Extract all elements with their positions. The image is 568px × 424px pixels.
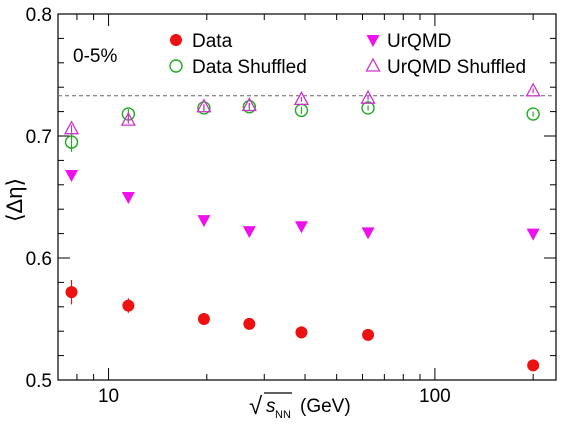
data-point	[527, 359, 540, 372]
data-point	[526, 107, 540, 121]
legend-label: Data Shuffled	[192, 57, 307, 78]
legend-marker	[169, 59, 183, 73]
data-point	[362, 328, 375, 341]
data-point	[526, 228, 540, 241]
data-point	[295, 326, 308, 339]
data-point	[242, 100, 257, 114]
data-point	[242, 226, 256, 239]
series-urqmd	[65, 170, 540, 241]
annotation-centrality: 0-5%	[73, 46, 117, 67]
x-tick-label: 10	[98, 386, 119, 407]
x-axis-label-unit: (GeV)	[300, 396, 351, 417]
data-point	[360, 89, 376, 104]
y-tick-label: 0.8	[26, 5, 52, 26]
legend-marker	[366, 35, 380, 47]
y-tick-label: 0.6	[26, 249, 52, 270]
plot-frame	[57, 13, 557, 381]
data-point	[361, 101, 375, 115]
series-urqmd-shuffled	[63, 82, 541, 135]
data-point	[65, 286, 78, 299]
x-axis-label-sqrt: √	[249, 393, 263, 420]
data-point	[361, 227, 375, 240]
legend: Data Data Shuffled UrQMD UrQMD Shuffled	[169, 31, 526, 78]
data-point	[243, 317, 256, 330]
data-point	[196, 98, 212, 113]
legend-label: UrQMD	[387, 31, 451, 52]
legend-marker	[365, 57, 381, 72]
data-point	[197, 101, 211, 115]
data-point	[197, 215, 211, 228]
legend-label: UrQMD Shuffled	[387, 57, 526, 78]
data-point	[122, 299, 135, 312]
data-point	[293, 91, 310, 106]
data-point	[63, 120, 80, 135]
x-axis-label-s: s	[266, 396, 276, 417]
data-point	[525, 82, 541, 97]
data-point	[241, 97, 257, 112]
data-point	[294, 221, 308, 234]
x-axis-label-sub: NN	[275, 409, 291, 421]
series-data	[65, 279, 540, 372]
y-tick-label: 0.7	[26, 127, 52, 148]
data-point	[120, 111, 136, 126]
x-tick-label: 100	[419, 386, 451, 407]
x-axis-label: √ s NN (GeV)	[249, 392, 351, 421]
legend-marker	[170, 34, 182, 46]
data-point	[197, 313, 210, 325]
data-point	[64, 135, 79, 149]
y-tick-label: 0.5	[26, 371, 52, 392]
legend-label: Data	[192, 31, 233, 52]
y-axis-label: ⟨Δη⟩	[2, 178, 27, 222]
series-data-shuffled	[64, 100, 540, 152]
data-point	[65, 170, 79, 183]
data-point	[121, 192, 135, 204]
